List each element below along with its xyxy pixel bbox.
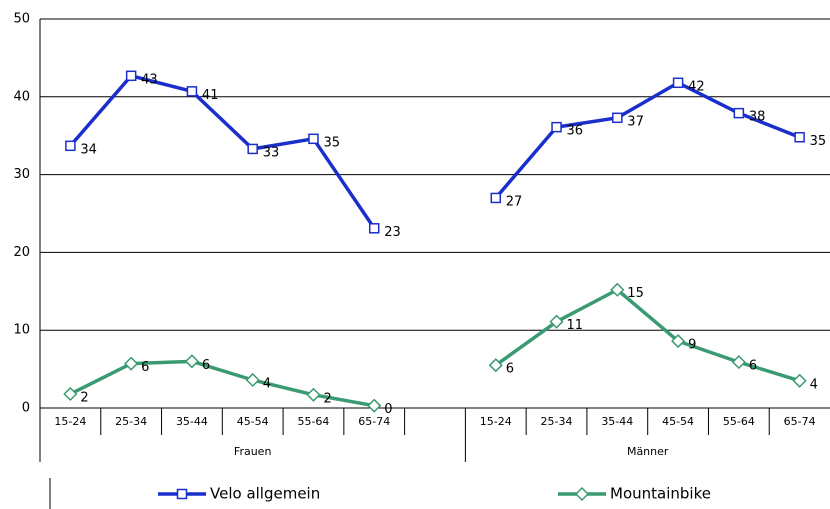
x-tick-label: 25-34 [115, 415, 147, 428]
marker [306, 387, 321, 402]
data-label: 33 [263, 145, 280, 160]
x-tick-label: 45-54 [662, 415, 694, 428]
marker [610, 282, 625, 297]
legend-label: Velo allgemein [210, 485, 320, 503]
data-label: 42 [688, 79, 705, 94]
y-tick-label: 10 [13, 323, 30, 338]
x-tick-label: 35-44 [176, 415, 208, 428]
y-tick-label: 50 [13, 12, 30, 27]
marker [792, 373, 807, 388]
data-label: 9 [688, 338, 696, 353]
marker [733, 107, 745, 119]
y-tick-label: 0 [22, 401, 30, 416]
marker [794, 132, 805, 143]
marker [245, 372, 260, 388]
data-label: 15 [627, 286, 644, 301]
data-label: 6 [202, 358, 210, 373]
series-line [69, 74, 801, 230]
marker [549, 314, 564, 329]
data-label: 34 [80, 142, 97, 157]
data-label: 35 [810, 134, 827, 149]
x-tick-label: 55-64 [297, 415, 329, 428]
marker [247, 143, 258, 155]
legend-label: Mountainbike [610, 485, 711, 503]
group-label: Frauen [234, 445, 272, 458]
data-label: 0 [384, 402, 392, 417]
y-tick-label: 20 [13, 245, 30, 260]
data-label: 11 [567, 318, 584, 333]
x-tick-label: 15-24 [54, 415, 86, 428]
group-label: Männer [627, 445, 669, 458]
marker [125, 70, 137, 82]
data-label: 27 [506, 194, 523, 209]
data-label: 37 [627, 114, 644, 129]
marker [731, 355, 746, 370]
x-tick-label: 65-74 [358, 415, 390, 428]
marker [368, 223, 380, 234]
marker [367, 398, 382, 413]
marker [551, 121, 562, 133]
data-label: 6 [749, 359, 757, 374]
marker [176, 488, 188, 500]
marker [124, 356, 139, 371]
marker [671, 334, 686, 349]
data-label: 4 [263, 376, 271, 391]
data-label: 2 [323, 391, 331, 406]
x-tick-label: 35-44 [601, 415, 633, 428]
data-label: 43 [141, 72, 158, 87]
data-label: 4 [810, 377, 818, 392]
marker [65, 140, 76, 152]
data-label: 41 [202, 88, 219, 103]
marker [184, 354, 199, 369]
data-label: 2 [80, 390, 88, 405]
series-line [69, 287, 801, 408]
x-tick-label: 65-74 [784, 415, 816, 428]
x-tick-label: 45-54 [237, 415, 269, 428]
x-tick-label: 25-34 [541, 415, 573, 428]
data-label: 6 [141, 360, 149, 375]
marker [574, 486, 590, 502]
data-label: 38 [749, 110, 766, 125]
marker [186, 86, 198, 97]
data-label: 6 [506, 362, 514, 377]
marker [308, 133, 319, 145]
y-tick-label: 30 [13, 167, 30, 182]
x-tick-label: 15-24 [480, 415, 512, 428]
marker [612, 112, 623, 124]
data-label: 23 [384, 225, 401, 240]
marker [490, 192, 502, 204]
data-label: 36 [567, 124, 584, 139]
x-tick-label: 55-64 [723, 415, 755, 428]
data-label: 35 [323, 135, 340, 150]
marker [63, 386, 78, 402]
y-tick-label: 40 [13, 89, 30, 104]
marker [672, 77, 684, 89]
marker [488, 358, 503, 373]
